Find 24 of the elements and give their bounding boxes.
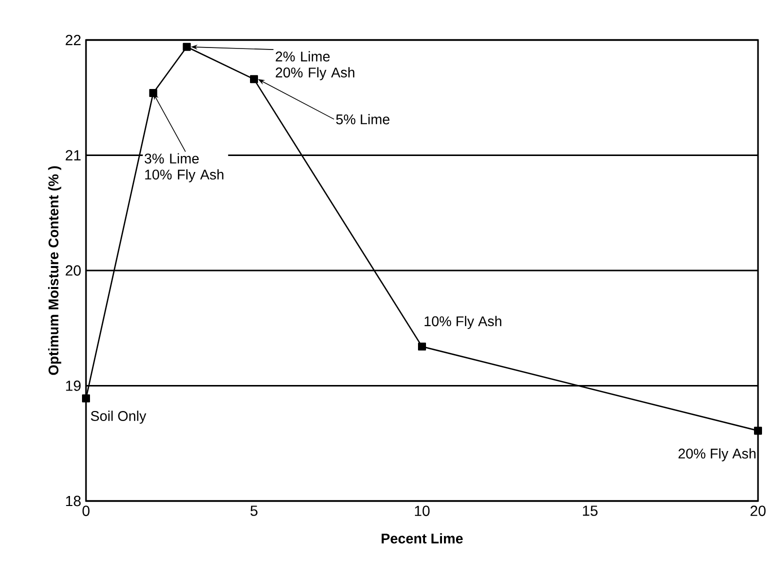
annotation: 3% Lime 10% Fly Ash	[144, 153, 224, 182]
annotation: 5% Lime	[336, 114, 390, 124]
y-tick-label: 19	[66, 380, 81, 391]
point	[82, 394, 90, 402]
annotation: 2% Lime 20% Fly Ash	[276, 51, 354, 80]
point	[418, 342, 426, 351]
y-tick-label: 18	[66, 496, 81, 506]
point	[149, 89, 158, 98]
y-tick-label: 20	[66, 265, 81, 276]
y-axis-title: Optimum Moisture Content (% )	[48, 166, 62, 375]
annotation: 20% Fly Ash	[678, 448, 756, 462]
x-tick-label: 5	[250, 506, 258, 516]
y-tick-label: 22	[66, 34, 81, 46]
x-tick-label: 20	[750, 506, 766, 516]
x-tick-label: 0	[82, 506, 90, 516]
x-tick-label: 10	[414, 506, 430, 516]
point	[754, 426, 762, 435]
y-tick-label: 21	[66, 150, 81, 160]
x-tick-label: 15	[582, 506, 598, 516]
point	[182, 42, 191, 51]
annotation: 10% Fly Ash	[424, 316, 502, 329]
annotation: Soil Only	[90, 410, 146, 424]
x-axis-title: Pecent Lime	[382, 533, 463, 544]
point	[250, 75, 258, 84]
